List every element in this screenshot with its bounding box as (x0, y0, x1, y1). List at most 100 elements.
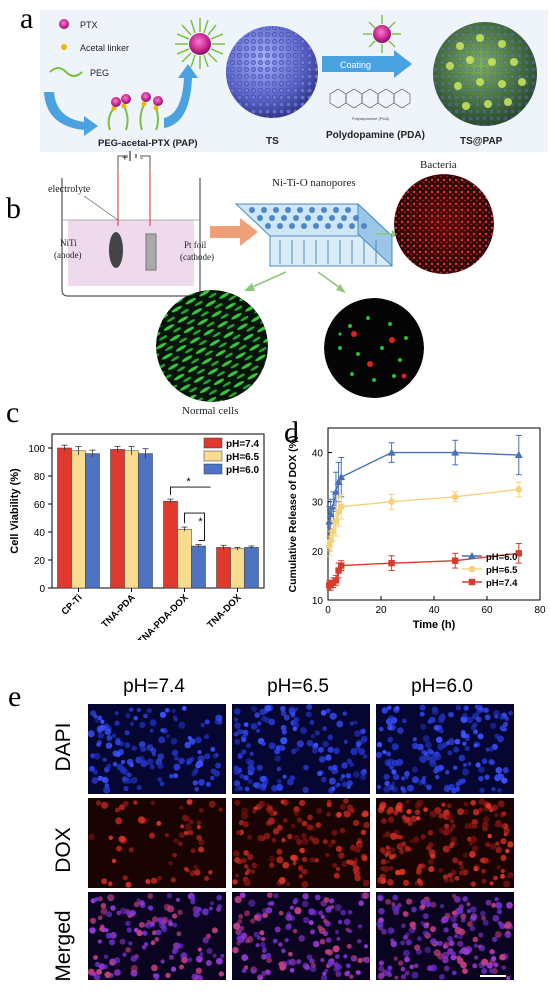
data-point (330, 527, 337, 535)
bar (216, 547, 231, 589)
svg-text:Coating: Coating (340, 60, 371, 70)
legend-label: pH=6.5 (226, 452, 260, 463)
y-tick-label: 40 (34, 528, 46, 539)
y-tick-label: 0 (39, 584, 45, 595)
series-line (328, 451, 519, 522)
bar (110, 449, 125, 589)
data-point (335, 508, 342, 515)
y-tick-label: 40 (312, 449, 324, 460)
process-arrow (210, 218, 258, 246)
label-niti: NiTi (60, 238, 77, 248)
legend-swatch (203, 450, 223, 462)
x-tick-label: TNA-PDA-DOX (136, 592, 191, 640)
micrograph-tile (232, 704, 370, 794)
label-pda: Polydopamine (PDA) (326, 130, 425, 141)
label-pap: PEG-acetal-PTX (PAP) (98, 138, 198, 149)
y-tick-label: 20 (34, 556, 46, 567)
label-bacteria: Bacteria (420, 159, 457, 171)
bar (138, 453, 153, 589)
coating-arrow: Coating (322, 15, 412, 78)
data-point (388, 498, 395, 506)
micrograph-tile (88, 704, 226, 794)
series-line (328, 488, 519, 547)
label-pt: Pt foil (184, 240, 207, 250)
col-label-ph60: pH=6.0 (411, 676, 473, 697)
legend-label: pH=6.5 (486, 565, 518, 576)
significance-mark: * (186, 476, 191, 488)
data-point (338, 562, 345, 569)
x-tick-label: 40 (428, 605, 440, 616)
x-tick-label: 0 (325, 605, 331, 616)
plot-frame (51, 433, 265, 589)
label-ts: TS (266, 136, 279, 147)
row-label-merged: Merged (52, 910, 75, 982)
y-axis-label: Cumulative Release of DOX (%) (287, 436, 299, 593)
data-point (468, 565, 476, 573)
bar (244, 547, 259, 589)
y-tick-label: 100 (28, 444, 45, 455)
micrograph-tile (375, 704, 514, 794)
mixed-micrograph (324, 298, 424, 398)
legend-label: pH=7.4 (486, 578, 518, 589)
micrograph-tile (232, 798, 370, 888)
normal-cells-micrograph (156, 290, 268, 402)
data-point (331, 487, 340, 495)
nanopore-plate (234, 202, 394, 268)
peg-icon (49, 67, 83, 77)
legend-label: pH=7.4 (226, 439, 260, 450)
data-point (337, 503, 345, 510)
col-label-ph74: pH=7.4 (123, 676, 185, 697)
panel-a-schematic: PTX Acetal linker PEG PEG-acetal-PTX (PA… (40, 10, 548, 152)
label-minus: - (140, 153, 143, 164)
label-cathode: (cathode) (180, 252, 214, 262)
x-axis-label: Time (h) (413, 619, 456, 631)
legend-swatch (203, 463, 223, 475)
legend-swatch (203, 437, 223, 449)
x-tick-label: TNA-DOX (205, 592, 244, 631)
data-point (515, 486, 523, 493)
data-point (468, 578, 476, 586)
data-point (452, 557, 459, 564)
y-tick-label: 80 (34, 472, 46, 483)
micrograph-tile (376, 892, 514, 980)
label-electrolyte: electrolyte (48, 184, 91, 195)
y-axis-label: Cell Viability (%) (9, 468, 21, 554)
micrograph-tile (232, 892, 371, 980)
fluorescence-image-grid (88, 704, 514, 980)
panel-letter-e: e (8, 680, 22, 713)
micrograph-tile (88, 892, 226, 980)
data-point (332, 577, 340, 584)
chart-d-dox-release: 10 20 30 40 0 20 40 60 80 Time (h) Cumulative Rele… (287, 427, 546, 631)
y-tick-label: 20 (312, 547, 324, 558)
data-point (514, 451, 523, 459)
legend-label: pH=6.0 (486, 552, 517, 563)
pda-structure (329, 88, 411, 109)
bar (191, 545, 206, 589)
bar (124, 450, 139, 589)
bar (230, 548, 245, 589)
electrolysis-beaker (61, 151, 201, 297)
legend-peg: PEG (90, 68, 109, 78)
label-normal-cells: Normal cells (182, 405, 239, 416)
x-tick-label: 60 (481, 605, 493, 616)
bacteria-micrograph (394, 174, 494, 274)
data-point (451, 448, 460, 456)
data-point (326, 510, 335, 517)
chart-c-cell-viability: 0 20 40 60 80 100 Cell Viability (%) CP-Ti TNA-P… (9, 433, 265, 640)
data-point (334, 478, 343, 486)
y-tick-label: 60 (34, 500, 46, 511)
y-tick-label: 10 (312, 596, 324, 607)
x-tick-label: 20 (375, 605, 387, 616)
y-tick-label: 30 (312, 498, 324, 509)
data-point (388, 559, 395, 567)
data-point (337, 473, 346, 481)
panel-letter-c: c (6, 396, 20, 429)
x-tick-label: TNA-PDA (100, 592, 138, 630)
label-anode: (anode) (54, 250, 81, 260)
significance-bracket (184, 512, 205, 542)
significance-mark: * (198, 516, 203, 528)
panel-b-schematic: + - electrolyte NiTi (anode) Pt foil (ca… (48, 151, 494, 416)
col-label-ph65: pH=6.5 (267, 676, 329, 697)
row-label-dapi: DAPI (52, 722, 75, 772)
bar (177, 528, 192, 589)
